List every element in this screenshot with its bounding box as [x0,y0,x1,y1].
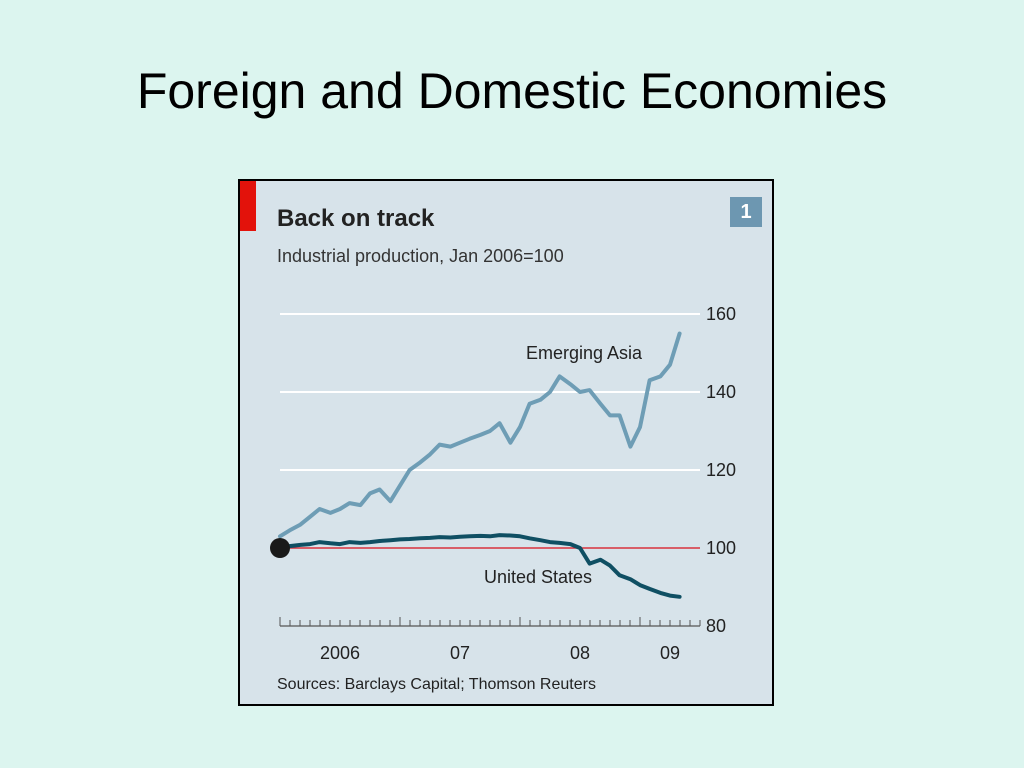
y-tick-label: 80 [706,616,726,636]
x-tick-label: 07 [450,643,470,663]
x-tick-label: 2006 [320,643,360,663]
start-marker-dot [270,538,290,558]
accent-red-tab [240,181,256,231]
series-label-united-states: United States [484,567,592,587]
united-states-line [278,533,682,599]
y-tick-label: 160 [706,304,736,324]
chart-plot: 160 140 120 100 80 2006 07 08 09 Emerging Asia Uni… [270,304,736,663]
emerging-asia-line [278,331,682,539]
y-tick-label: 140 [706,382,736,402]
x-tick-label: 08 [570,643,590,663]
slide-title: Foreign and Domestic Economies [136,63,888,119]
chart-title: Back on track [277,205,435,232]
chart-source: Sources: Barclays Capital; Thomson Reute… [277,676,596,693]
y-tick-label: 120 [706,460,736,480]
x-tick-label: 09 [660,643,680,663]
chart-frame: Back on track Industrial production, Jan… [238,179,774,706]
chart-subtitle: Industrial production, Jan 2006=100 [277,246,564,266]
series-label-emerging-asia: Emerging Asia [526,343,643,363]
y-tick-label: 100 [706,538,736,558]
chart-number-badge: 1 [730,197,762,227]
